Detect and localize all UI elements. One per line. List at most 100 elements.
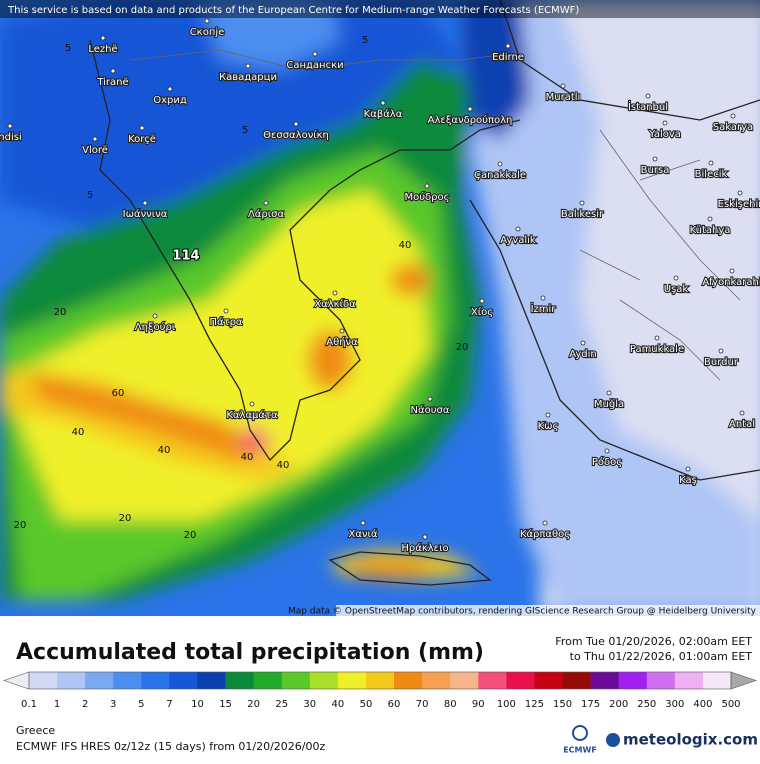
city-label: Νάουσα bbox=[411, 404, 450, 416]
contour-label: 40 bbox=[158, 445, 171, 456]
colorbar-tick-label: 150 bbox=[553, 699, 572, 710]
city-dot bbox=[152, 313, 158, 319]
city-label: Balıkesir bbox=[561, 209, 604, 220]
city-label: Uşak bbox=[664, 284, 689, 295]
city-dot bbox=[505, 43, 511, 49]
city-dot bbox=[739, 410, 745, 416]
city-dot bbox=[542, 520, 548, 526]
period-to: to Thu 01/22/2026, 01:00am EET bbox=[570, 650, 753, 663]
colorbar-tick-label: 80 bbox=[444, 699, 457, 710]
region: Greece bbox=[16, 724, 55, 737]
attribution: This service is based on data and produc… bbox=[7, 5, 579, 16]
city-label: Κάρπαθος bbox=[520, 528, 570, 540]
city-dot bbox=[708, 160, 714, 166]
precip-field bbox=[0, 0, 760, 616]
city-label: Αθήνα bbox=[326, 336, 358, 348]
city-label: Καβάλα bbox=[364, 108, 403, 120]
contour-label: 20 bbox=[184, 530, 197, 541]
colorbar-cell bbox=[141, 672, 170, 689]
city-label: Χαλκίδα bbox=[314, 298, 356, 310]
city-dot bbox=[545, 412, 551, 418]
contour-label: 20 bbox=[119, 513, 132, 524]
city-label: Ιωάννινα bbox=[123, 208, 168, 220]
city-dot bbox=[223, 308, 229, 314]
borders bbox=[129, 49, 741, 381]
city-dot bbox=[737, 190, 743, 196]
city-label: Eskişehir bbox=[718, 199, 760, 210]
city-dot bbox=[312, 51, 318, 57]
colorbar-cell bbox=[674, 672, 704, 689]
colorbar-cell bbox=[365, 672, 395, 689]
contour-label: 20 bbox=[456, 342, 469, 353]
colorbar-tick-label: 0.1 bbox=[21, 699, 37, 710]
colorbar-tick-label: 5 bbox=[138, 699, 144, 710]
contour-label: 5 bbox=[87, 190, 93, 201]
colorbar-cell bbox=[337, 672, 367, 689]
city-label: Kütahya bbox=[690, 225, 731, 236]
city-dot bbox=[606, 390, 612, 396]
city-dot bbox=[497, 161, 503, 167]
colorbar-cell bbox=[450, 672, 479, 689]
city-label: Tiranë bbox=[96, 77, 128, 88]
city-dot bbox=[662, 120, 668, 126]
city-dot bbox=[142, 200, 148, 206]
city-label: Pamukkale bbox=[630, 344, 684, 355]
city-dot bbox=[100, 35, 106, 41]
city-label: Ληξούρι bbox=[135, 321, 176, 333]
city-dot bbox=[422, 534, 428, 540]
colorbar-cell bbox=[646, 672, 676, 689]
colorbar-tick-label: 60 bbox=[388, 699, 401, 710]
colorbar-tick-label: 10 bbox=[191, 699, 204, 710]
city-dot bbox=[718, 348, 724, 354]
city-dot bbox=[652, 156, 658, 162]
colorbar-tick-label: 125 bbox=[525, 699, 544, 710]
colorbar-under bbox=[3, 671, 30, 690]
legend-title: Accumulated total precipitation (mm) bbox=[16, 640, 484, 665]
contour-label: 40 bbox=[241, 452, 254, 463]
contour-label: 5 bbox=[242, 125, 248, 136]
contour-label: 40 bbox=[277, 460, 290, 471]
colorbar-tick-label: 90 bbox=[472, 699, 485, 710]
city-dot bbox=[424, 183, 430, 189]
max-label: 114 bbox=[172, 249, 199, 264]
city-label: Burdur bbox=[704, 357, 739, 368]
city-dot bbox=[167, 86, 173, 92]
city-label: Antal bbox=[729, 419, 755, 430]
colorbar-tick-label: 3 bbox=[110, 699, 116, 710]
colorbar-cell bbox=[618, 672, 648, 689]
city-label: Λάρισα bbox=[248, 208, 285, 220]
colorbar-cell bbox=[225, 672, 254, 689]
city-dot bbox=[479, 298, 485, 304]
contour-label: 40 bbox=[72, 427, 85, 438]
city-label: Ayvalık bbox=[500, 235, 536, 246]
city-dot bbox=[7, 123, 13, 129]
city-dot bbox=[339, 328, 345, 334]
city-dot bbox=[467, 106, 473, 112]
contour-label: 60 bbox=[112, 388, 125, 399]
colorbar-tick-label: 20 bbox=[247, 699, 260, 710]
city-dot bbox=[293, 121, 299, 127]
city-label: Bilecik bbox=[695, 169, 728, 180]
city-label: Πάτρα bbox=[209, 316, 242, 328]
city-label: Korçë bbox=[128, 134, 156, 145]
colorbar-cell bbox=[253, 672, 283, 689]
colorbar-tick-label: 400 bbox=[693, 699, 712, 710]
city-dot bbox=[245, 63, 251, 69]
city-label: Kaş bbox=[679, 475, 697, 486]
colorbar-tick-label: 300 bbox=[665, 699, 684, 710]
city-label: Edirne bbox=[492, 52, 524, 63]
city-dot bbox=[139, 125, 145, 131]
colorbar-frame bbox=[28, 671, 732, 690]
city-label: İzmir bbox=[531, 302, 557, 315]
city-dot bbox=[560, 83, 566, 89]
city-label: Αλεξανδρούπολη bbox=[428, 114, 513, 126]
colorbar-tick-label: 500 bbox=[721, 699, 740, 710]
city-label: Скопје bbox=[190, 26, 225, 38]
colorbar-tick-label: 100 bbox=[497, 699, 516, 710]
city-dot bbox=[654, 335, 660, 341]
city-dot bbox=[685, 466, 691, 472]
colorbar-tick-label: 30 bbox=[303, 699, 316, 710]
city-label: Μούδρος bbox=[405, 191, 450, 203]
